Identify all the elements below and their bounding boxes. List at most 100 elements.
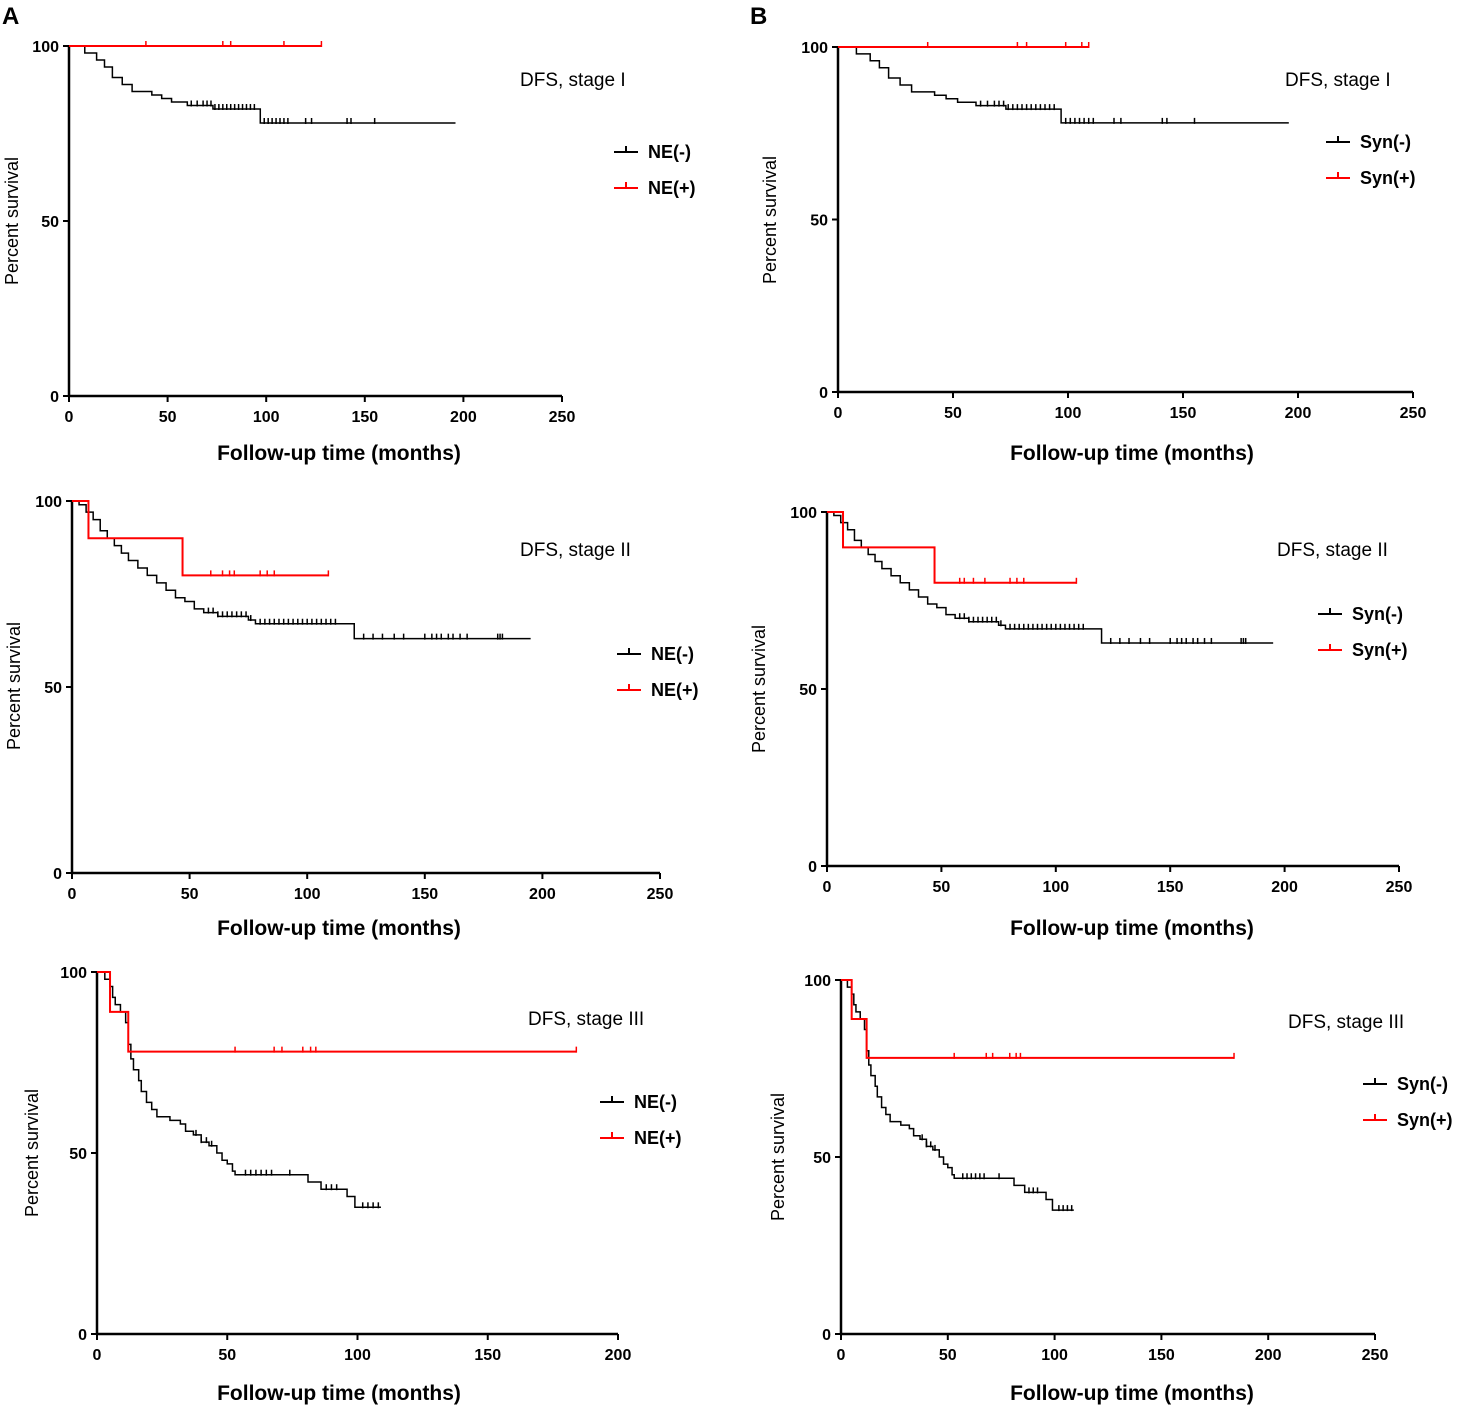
- legend-entry: NE(-): [614, 142, 691, 162]
- chart-title: DFS, stage I: [1285, 70, 1391, 91]
- chart-title: DFS, stage I: [520, 70, 626, 91]
- x-tick-label: 150: [474, 1347, 501, 1364]
- legend-entry: Syn(-): [1318, 604, 1403, 624]
- x-tick-label: 50: [218, 1347, 236, 1364]
- x-tick-label: 150: [1157, 879, 1184, 896]
- x-axis-label: Follow-up time (months): [1010, 1382, 1254, 1405]
- x-axis-label: Follow-up time (months): [1010, 917, 1254, 940]
- legend-entry: Syn(+): [1326, 168, 1416, 188]
- y-tick-label: 50: [41, 214, 59, 231]
- series-syn: [841, 979, 1074, 1212]
- x-tick-label: 200: [450, 409, 477, 426]
- y-tick-label: 0: [819, 385, 828, 402]
- legend-entry: NE(+): [614, 178, 696, 198]
- x-axis-label: Follow-up time (months): [217, 917, 461, 940]
- chart-a2: 0 50 100 150 200 250 0 50 100 Follow-up time (mon…: [4, 494, 699, 940]
- x-tick-label: 200: [1285, 405, 1312, 422]
- legend-entry: Syn(+): [1363, 1110, 1453, 1130]
- x-axis-label: Follow-up time (months): [217, 1382, 461, 1405]
- y-tick-label: 0: [53, 866, 62, 883]
- x-tick-label: 150: [1148, 1347, 1175, 1364]
- x-tick-label: 100: [294, 886, 321, 903]
- x-tick-label: 50: [181, 886, 199, 903]
- y-tick-label: 0: [822, 1327, 831, 1344]
- y-tick-label: 0: [808, 859, 817, 876]
- x-tick-label: 100: [253, 409, 280, 426]
- x-tick-label: 200: [605, 1347, 632, 1364]
- survival-curve: [827, 511, 1077, 584]
- series-syn: [841, 979, 1235, 1059]
- x-tick-label: 50: [933, 879, 951, 896]
- series-ne: [97, 971, 381, 1209]
- legend-label: NE(-): [651, 644, 694, 664]
- series-syn: [827, 511, 1078, 584]
- y-tick-label: 100: [790, 505, 817, 522]
- x-tick-label: 250: [549, 409, 576, 426]
- y-tick-label: 50: [799, 682, 817, 699]
- x-tick-label: 100: [1042, 879, 1069, 896]
- legend-label: NE(+): [634, 1128, 682, 1148]
- y-tick-label: 100: [60, 965, 87, 982]
- y-tick-label: 100: [35, 494, 62, 511]
- panel-label-a: A: [2, 3, 19, 30]
- x-tick-label: 250: [647, 886, 674, 903]
- chart-b3: 0 50 100 150 200 250 0 50 100 Follow-up time (mon…: [768, 973, 1453, 1405]
- survival-curve: [72, 500, 531, 640]
- panel-label-b: B: [750, 3, 767, 30]
- legend-label: Syn(-): [1397, 1074, 1448, 1094]
- legend-label: NE(+): [651, 680, 699, 700]
- x-tick-label: 0: [823, 879, 832, 896]
- x-tick-label: 100: [1041, 1347, 1068, 1364]
- x-tick-label: 200: [529, 886, 556, 903]
- legend-entry: NE(-): [617, 644, 694, 664]
- survival-curve: [69, 45, 456, 124]
- y-axis-label: Percent survival: [768, 1093, 788, 1221]
- legend-entry: NE(-): [600, 1092, 677, 1112]
- chart-title: DFS, stage II: [1277, 540, 1388, 561]
- y-tick-label: 50: [44, 680, 62, 697]
- legend-label: NE(-): [634, 1092, 677, 1112]
- x-axis-label: Follow-up time (months): [217, 442, 461, 465]
- y-tick-label: 50: [813, 1150, 831, 1167]
- survival-curve: [97, 971, 577, 1053]
- y-tick-label: 50: [69, 1146, 87, 1163]
- survival-curve: [841, 979, 1235, 1059]
- y-axis-label: Percent survival: [4, 622, 24, 750]
- chart-title: DFS, stage II: [520, 540, 631, 561]
- y-tick-label: 0: [50, 389, 59, 406]
- series-syn: [838, 42, 1090, 48]
- chart-b1: 0 50 100 150 200 250 0 50 100 Follow-up time (mon…: [760, 40, 1426, 465]
- legend-label: Syn(+): [1397, 1110, 1453, 1130]
- chart-title: DFS, stage III: [528, 1009, 644, 1030]
- chart-a1: 0 50 100 150 200 250 0 50 100 Follow-up time (mon…: [2, 39, 696, 465]
- legend-entry: Syn(+): [1318, 640, 1408, 660]
- series-ne: [69, 45, 456, 124]
- x-tick-label: 0: [68, 886, 77, 903]
- chart-b2: 0 50 100 150 200 250 0 50 100 Follow-up time (mon…: [749, 505, 1412, 940]
- x-tick-label: 50: [944, 405, 962, 422]
- y-tick-label: 0: [78, 1327, 87, 1344]
- x-tick-label: 0: [834, 405, 843, 422]
- x-tick-label: 150: [1170, 405, 1197, 422]
- series-syn: [827, 511, 1274, 644]
- x-tick-label: 0: [93, 1347, 102, 1364]
- x-tick-label: 50: [939, 1347, 957, 1364]
- y-axis-label: Percent survival: [22, 1089, 42, 1217]
- legend-entry: Syn(-): [1363, 1074, 1448, 1094]
- series-ne: [97, 971, 578, 1053]
- series-syn: [838, 46, 1289, 124]
- y-tick-label: 100: [804, 973, 831, 990]
- legend-label: NE(+): [648, 178, 696, 198]
- legend-label: Syn(+): [1360, 168, 1416, 188]
- x-tick-label: 100: [1055, 405, 1082, 422]
- y-tick-label: 100: [32, 39, 59, 56]
- x-tick-label: 200: [1255, 1347, 1282, 1364]
- legend-label: Syn(+): [1352, 640, 1408, 660]
- x-tick-label: 250: [1362, 1347, 1389, 1364]
- x-tick-label: 250: [1386, 879, 1413, 896]
- legend-entry: NE(+): [617, 680, 699, 700]
- legend-label: Syn(-): [1360, 132, 1411, 152]
- y-axis-label: Percent survival: [2, 157, 22, 285]
- survival-curve: [97, 971, 381, 1209]
